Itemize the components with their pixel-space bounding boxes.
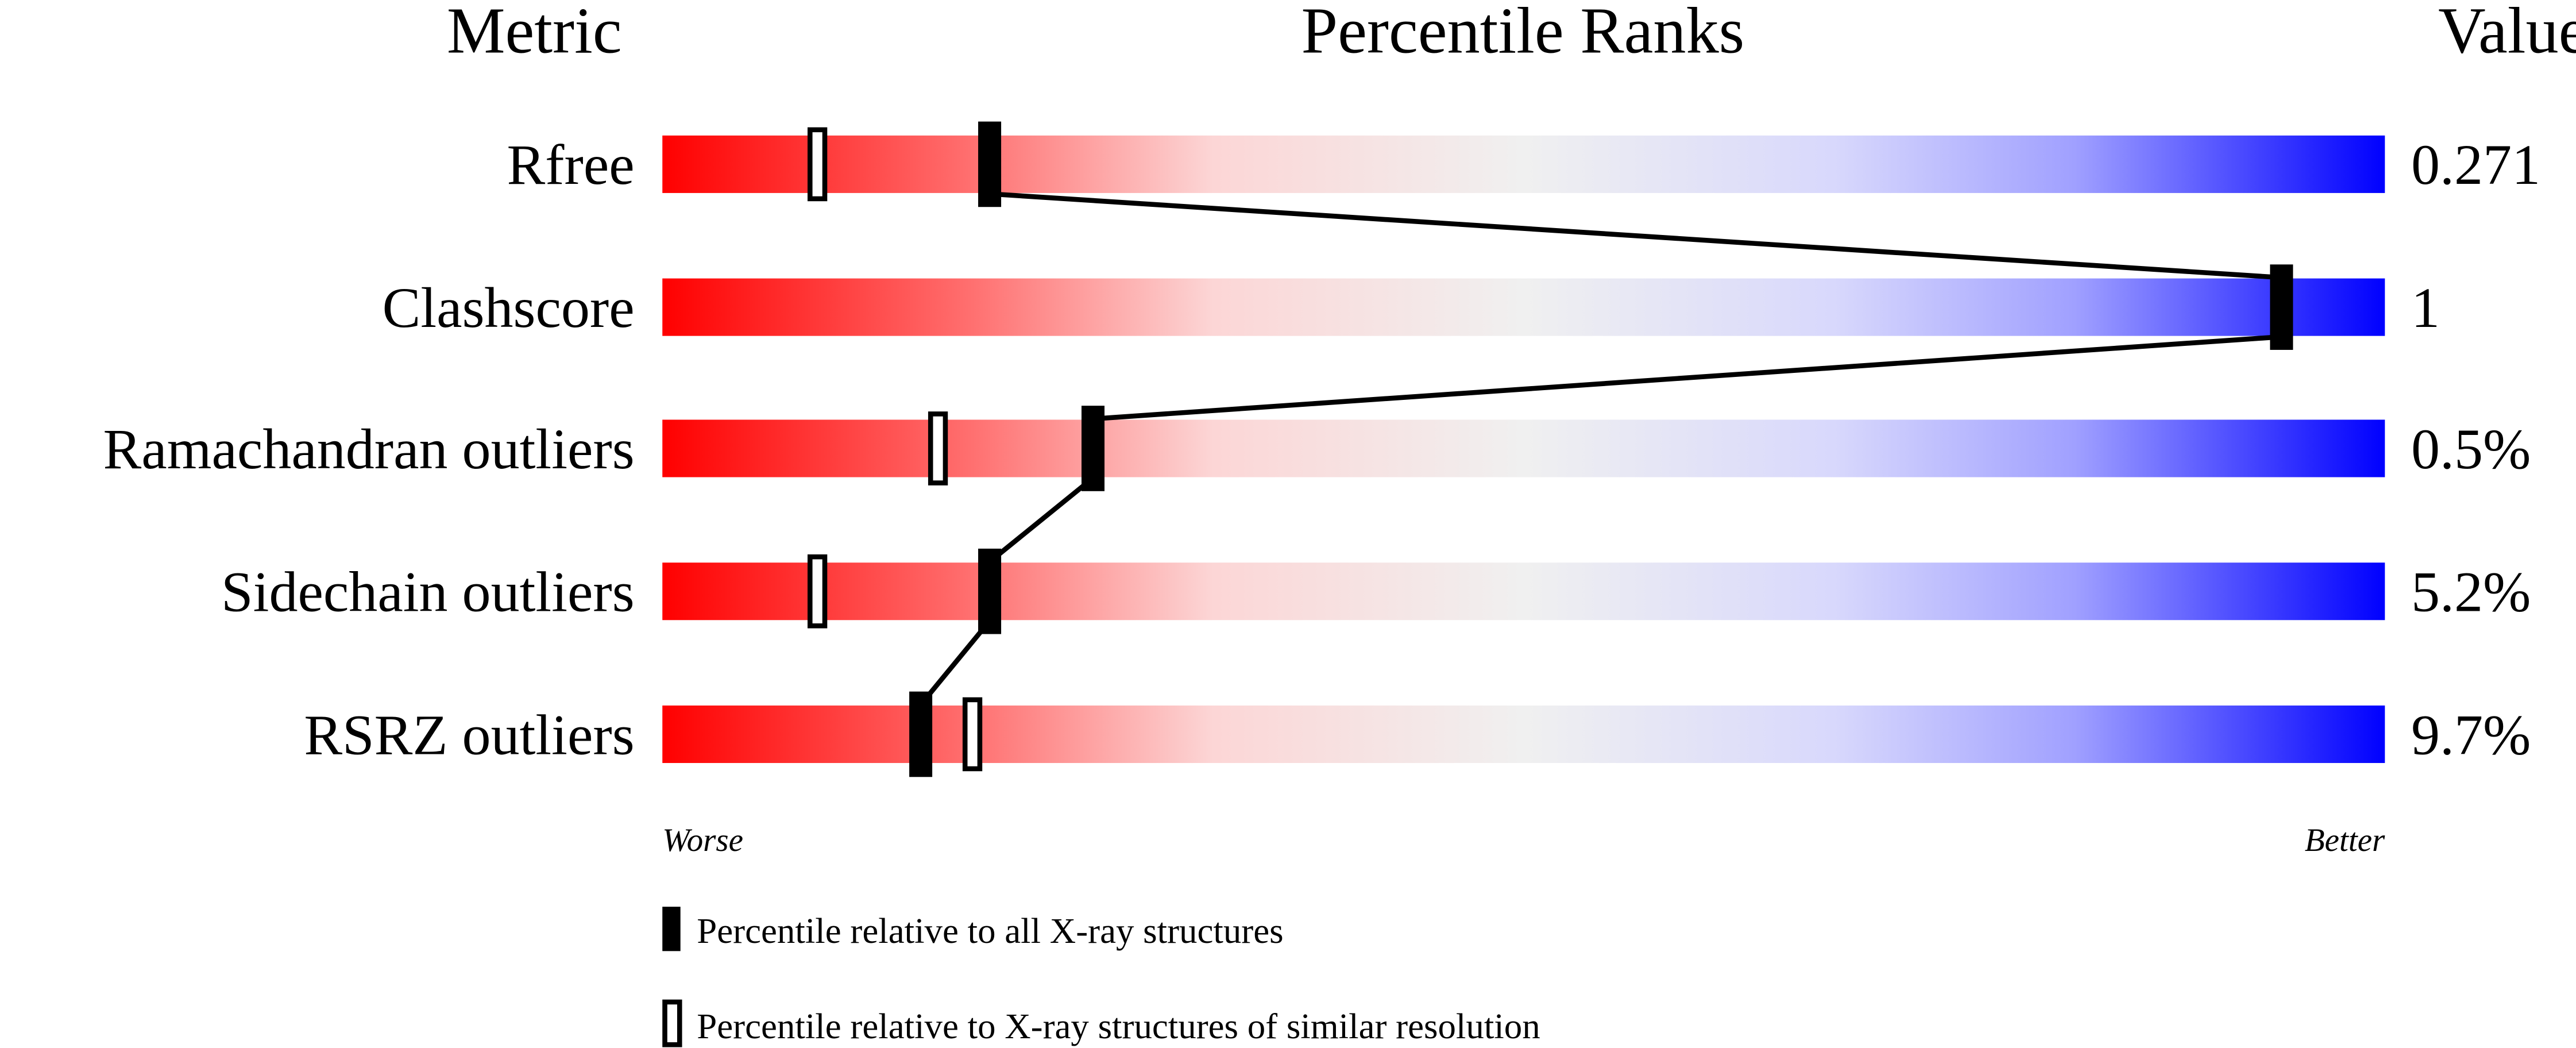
metric-label: Clashscore [383,276,635,340]
percentile-bar [662,562,2385,621]
header-metric: Metric [447,0,622,67]
worse-label: Worse [662,822,743,858]
metric-label: Ramachandran outliers [103,417,635,481]
percentile-bar [662,705,2385,763]
header-value: Value [2438,0,2576,67]
marker-similar-resolution [928,411,948,486]
legend-label-all: Percentile relative to all X-ray structu… [697,911,1283,951]
marker-similar-resolution [808,127,828,202]
metric-label: Sidechain outliers [221,560,635,624]
marker-similar-resolution [808,554,828,629]
metric-value: 9.7% [2411,703,2531,766]
marker-all-structures [978,548,1002,634]
percentile-bar [662,278,2385,336]
connector-line [918,619,992,707]
metric-value: 1 [2411,276,2440,340]
metric-value: 0.271 [2411,133,2540,196]
percentile-bar [662,419,2385,477]
better-label: Better [2305,822,2385,858]
legend-label-similar: Percentile relative to X-ray structures … [697,1006,1540,1046]
legend-filled-marker [662,907,681,951]
metric-value: 5.2% [2411,560,2531,624]
percentile-bar [662,135,2385,193]
legend-open-marker [662,999,682,1047]
header-percentile-ranks: Percentile Ranks [1301,0,1745,67]
connector-line [988,476,1095,564]
marker-all-structures [1081,406,1105,491]
marker-all-structures [909,691,933,777]
metric-label: Rfree [507,133,634,196]
marker-all-structures [2270,264,2293,350]
connector-line [989,191,2282,280]
marker-all-structures [978,121,1002,207]
connector-line [1092,334,2282,422]
marker-similar-resolution [962,697,983,772]
metric-label: RSRZ outliers [304,703,634,766]
metric-value: 0.5% [2411,417,2531,481]
